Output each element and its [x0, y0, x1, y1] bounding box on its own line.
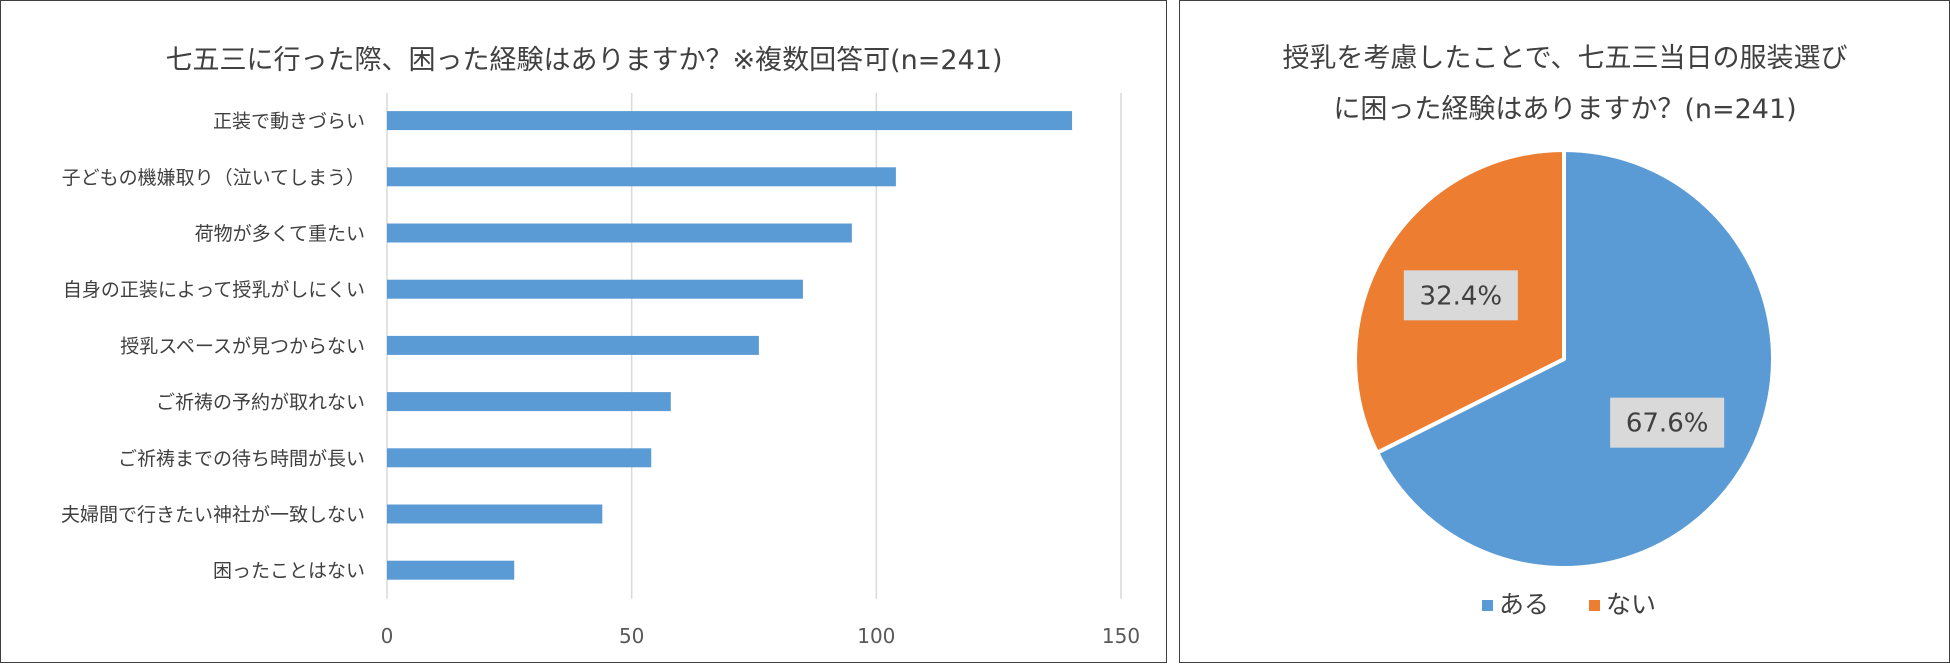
bar-chart-panel: 七五三に行った際、困った経験はありますか？※複数回答可(n=241) 正装で動き…: [0, 0, 1167, 663]
legend-swatch: [1589, 600, 1600, 611]
bar: [387, 504, 603, 524]
x-tick-label: 100: [857, 624, 895, 648]
bar: [387, 392, 671, 412]
pie-chart-title-line-2: に困った経験はありますか？(n=241): [1333, 94, 1796, 125]
category-label: 授乳スペースが見つからない: [120, 335, 365, 357]
bar: [387, 111, 1073, 131]
category-label: ご祈祷の予約が取れない: [156, 392, 365, 414]
bar: [387, 560, 515, 580]
bar: [387, 279, 803, 299]
category-label: 夫婦間で行きたい神社が一致しない: [61, 504, 365, 526]
bar-chart-title: 七五三に行った際、困った経験はありますか？※複数回答可(n=241): [166, 45, 1003, 76]
x-tick-label: 150: [1102, 624, 1140, 648]
category-label: 自身の正装によって授乳がしにくい: [63, 279, 365, 301]
category-label: 荷物が多くて重たい: [195, 223, 365, 245]
bar-chart: 七五三に行った際、困った経験はありますか？※複数回答可(n=241) 正装で動き…: [61, 45, 1140, 648]
category-label: 正装で動きづらい: [213, 111, 365, 133]
pie-chart-title-line-1: 授乳を考慮したことで、七五三当日の服装選び: [1282, 43, 1847, 74]
pie-slice: [1375, 148, 1775, 570]
pie-chart: 授乳を考慮したことで、七五三当日の服装選び に困った経験はありますか？(n=24…: [1282, 43, 1847, 619]
category-label: 困ったことはない: [213, 560, 365, 582]
pie-label: 32.4%: [1420, 281, 1503, 311]
pie-chart-panel: 授乳を考慮したことで、七五三当日の服装選び に困った経験はありますか？(n=24…: [1179, 0, 1950, 663]
x-tick-label: 50: [619, 624, 644, 648]
category-label: 子どもの機嫌取り（泣いてしまう）: [62, 167, 365, 189]
bar: [387, 335, 759, 355]
pie-label-box: [1610, 397, 1725, 448]
legend-label: ある: [1499, 590, 1549, 619]
pie-label: 67.6%: [1626, 409, 1709, 439]
legend-label: ない: [1606, 590, 1656, 619]
pie-label-box: [1403, 270, 1518, 321]
bar: [387, 223, 852, 243]
bar: [387, 167, 896, 187]
category-label: ご祈祷までの待ち時間が長い: [118, 448, 365, 470]
legend-swatch: [1482, 600, 1493, 611]
x-tick-label: 0: [381, 624, 394, 648]
bar: [387, 448, 652, 468]
